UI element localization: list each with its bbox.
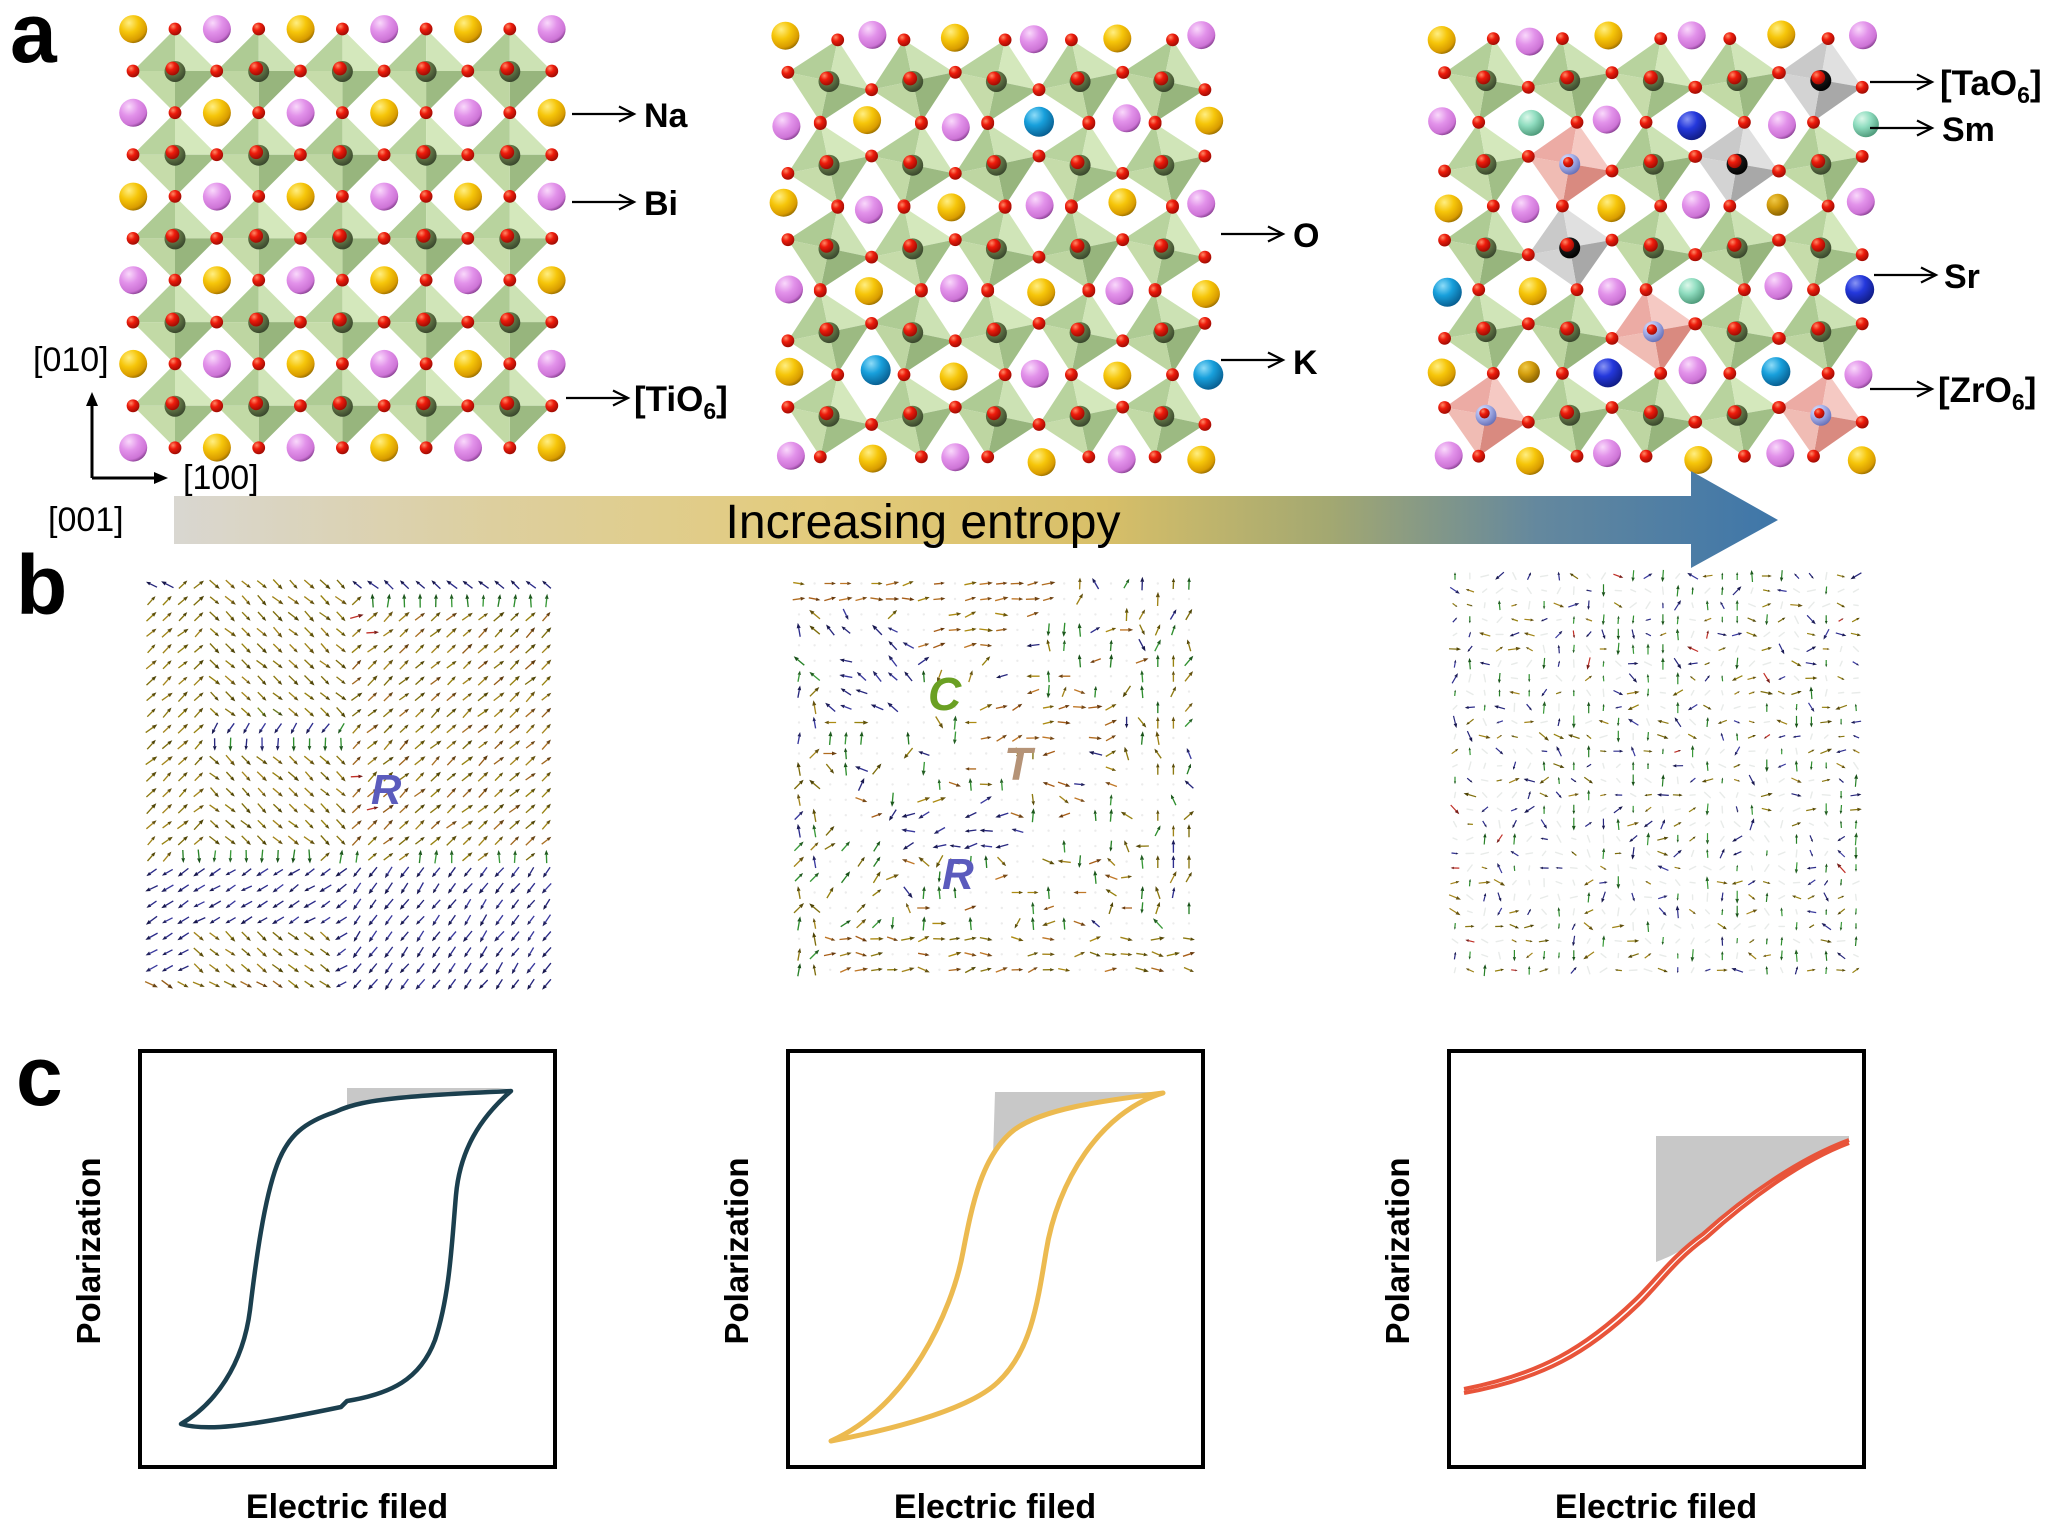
svg-text:K: K: [1293, 344, 1318, 382]
svg-text:Polarization: Polarization: [70, 1157, 107, 1344]
svg-text:c: c: [16, 1029, 63, 1123]
svg-text:R: R: [942, 850, 974, 899]
svg-text:[001]: [001]: [48, 501, 124, 539]
svg-text:Increasing entropy: Increasing entropy: [726, 496, 1121, 549]
svg-text:a: a: [10, 0, 58, 80]
svg-text:Electric filed: Electric filed: [1555, 1488, 1757, 1523]
svg-text:[010]: [010]: [33, 341, 109, 379]
svg-text:Sm: Sm: [1942, 111, 1995, 149]
svg-text:b: b: [16, 538, 67, 632]
svg-text:Polarization: Polarization: [1379, 1157, 1416, 1344]
svg-text:C: C: [928, 668, 962, 720]
svg-text:Na: Na: [644, 97, 689, 135]
svg-text:Polarization: Polarization: [718, 1157, 755, 1344]
svg-text:Electric filed: Electric filed: [894, 1488, 1096, 1523]
svg-text:T: T: [1004, 738, 1036, 790]
svg-text:R: R: [371, 766, 402, 813]
svg-text:Bi: Bi: [644, 185, 678, 223]
svg-text:Electric filed: Electric filed: [246, 1488, 448, 1523]
svg-text:O: O: [1293, 217, 1319, 255]
svg-text:[100]: [100]: [183, 459, 259, 497]
svg-text:Sr: Sr: [1944, 258, 1980, 296]
